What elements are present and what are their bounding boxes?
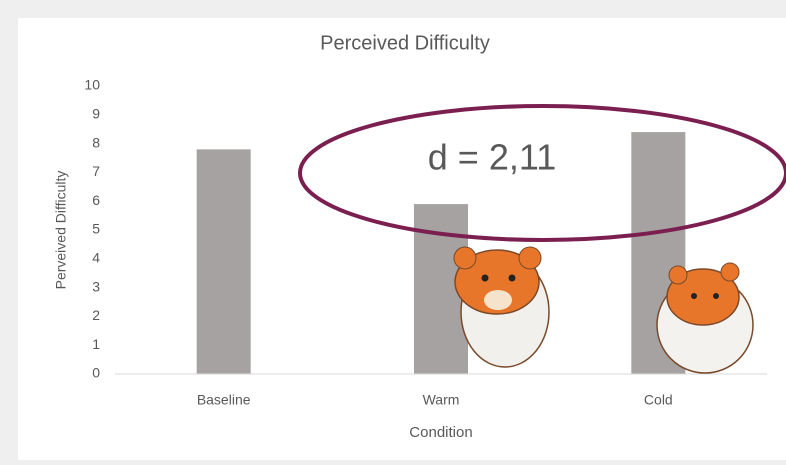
y-tick-label: 8 [92,134,100,150]
chart-title: Perceived Difficulty [320,32,490,54]
y-tick-label: 0 [92,365,100,381]
y-tick-label: 7 [92,163,100,179]
bar [196,149,251,374]
y-tick-label: 4 [92,250,100,266]
hamster-warm [453,246,550,368]
x-tick-label: Baseline [197,392,251,408]
annotation-ellipse [298,104,786,242]
y-tick-label: 9 [92,106,100,122]
x-tick-label: Warm [423,392,460,408]
y-tick-label: 1 [92,336,100,352]
annotation: d = 2,11 [428,137,556,178]
x-axis-label: Condition [409,424,472,441]
y-axis-label: Perveived Difficulty [53,171,69,290]
x-tick-label: Cold [644,392,673,408]
hamster-cold [656,262,754,374]
y-tick-label: 6 [92,192,100,208]
y-tick-label: 10 [84,77,100,93]
y-tick-label: 2 [92,307,100,323]
y-tick-label: 3 [92,278,100,294]
y-tick-label: 5 [92,221,100,237]
